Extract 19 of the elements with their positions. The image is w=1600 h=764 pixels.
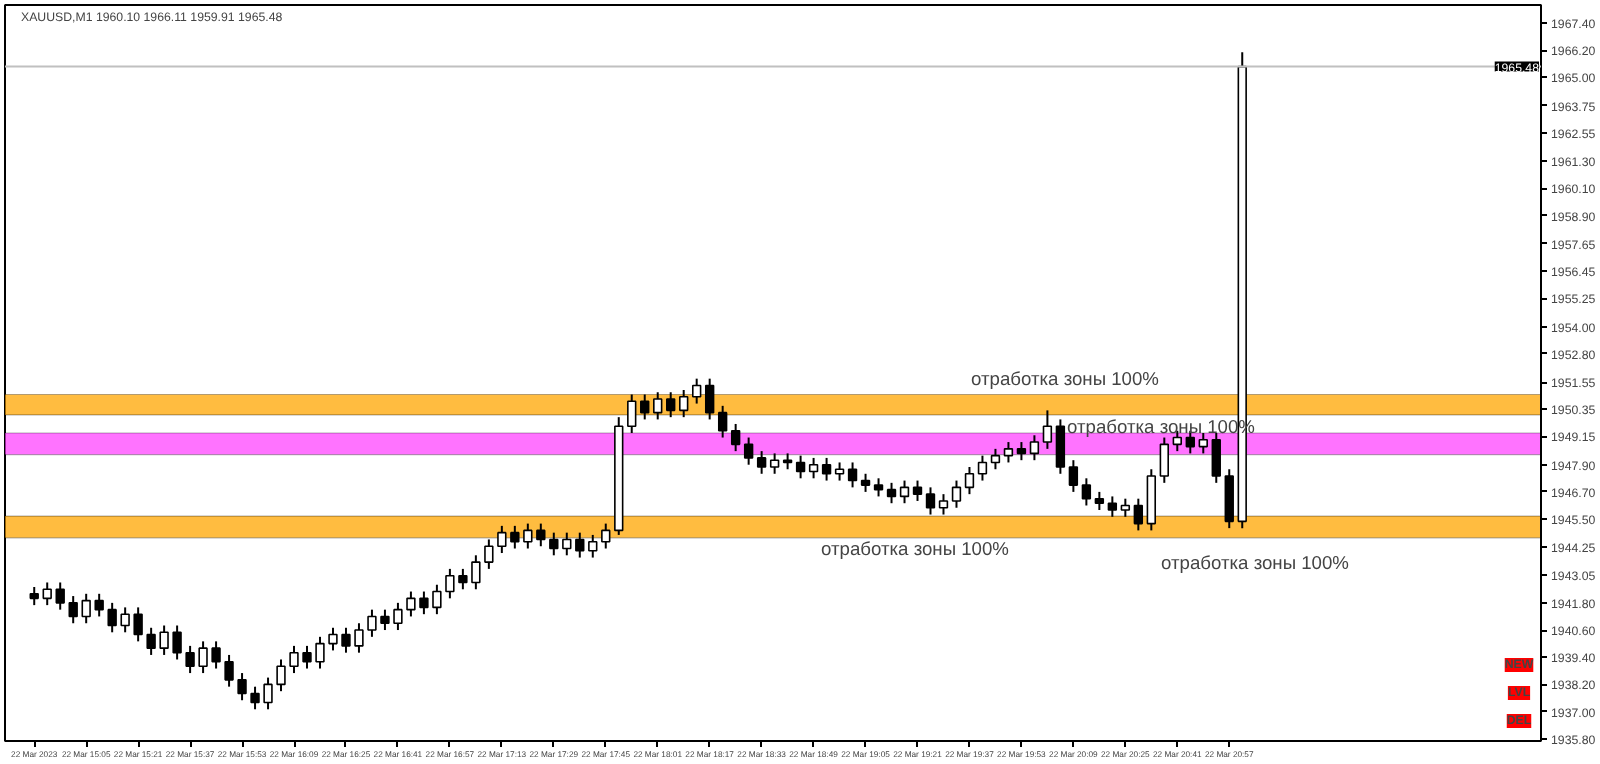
annotation: отработка зоны 100% (1161, 553, 1349, 573)
candlestick (224, 653, 234, 688)
candlestick (886, 481, 897, 505)
candlestick (964, 465, 975, 496)
candlestick (834, 461, 845, 482)
candlestick (42, 581, 52, 607)
annotation: отработка зоны 100% (821, 539, 1009, 559)
candlestick (860, 472, 871, 493)
candlestick (55, 581, 65, 611)
candlestick (29, 586, 39, 607)
candlestick (1081, 477, 1092, 507)
annotation: отработка зоны 100% (971, 369, 1159, 389)
candlestick (1068, 459, 1079, 493)
candlestick (951, 479, 962, 509)
candlestick (1094, 490, 1105, 512)
candlestick (899, 479, 910, 505)
candlestick (873, 477, 884, 498)
candlestick (912, 479, 923, 502)
candlestick (847, 461, 858, 489)
